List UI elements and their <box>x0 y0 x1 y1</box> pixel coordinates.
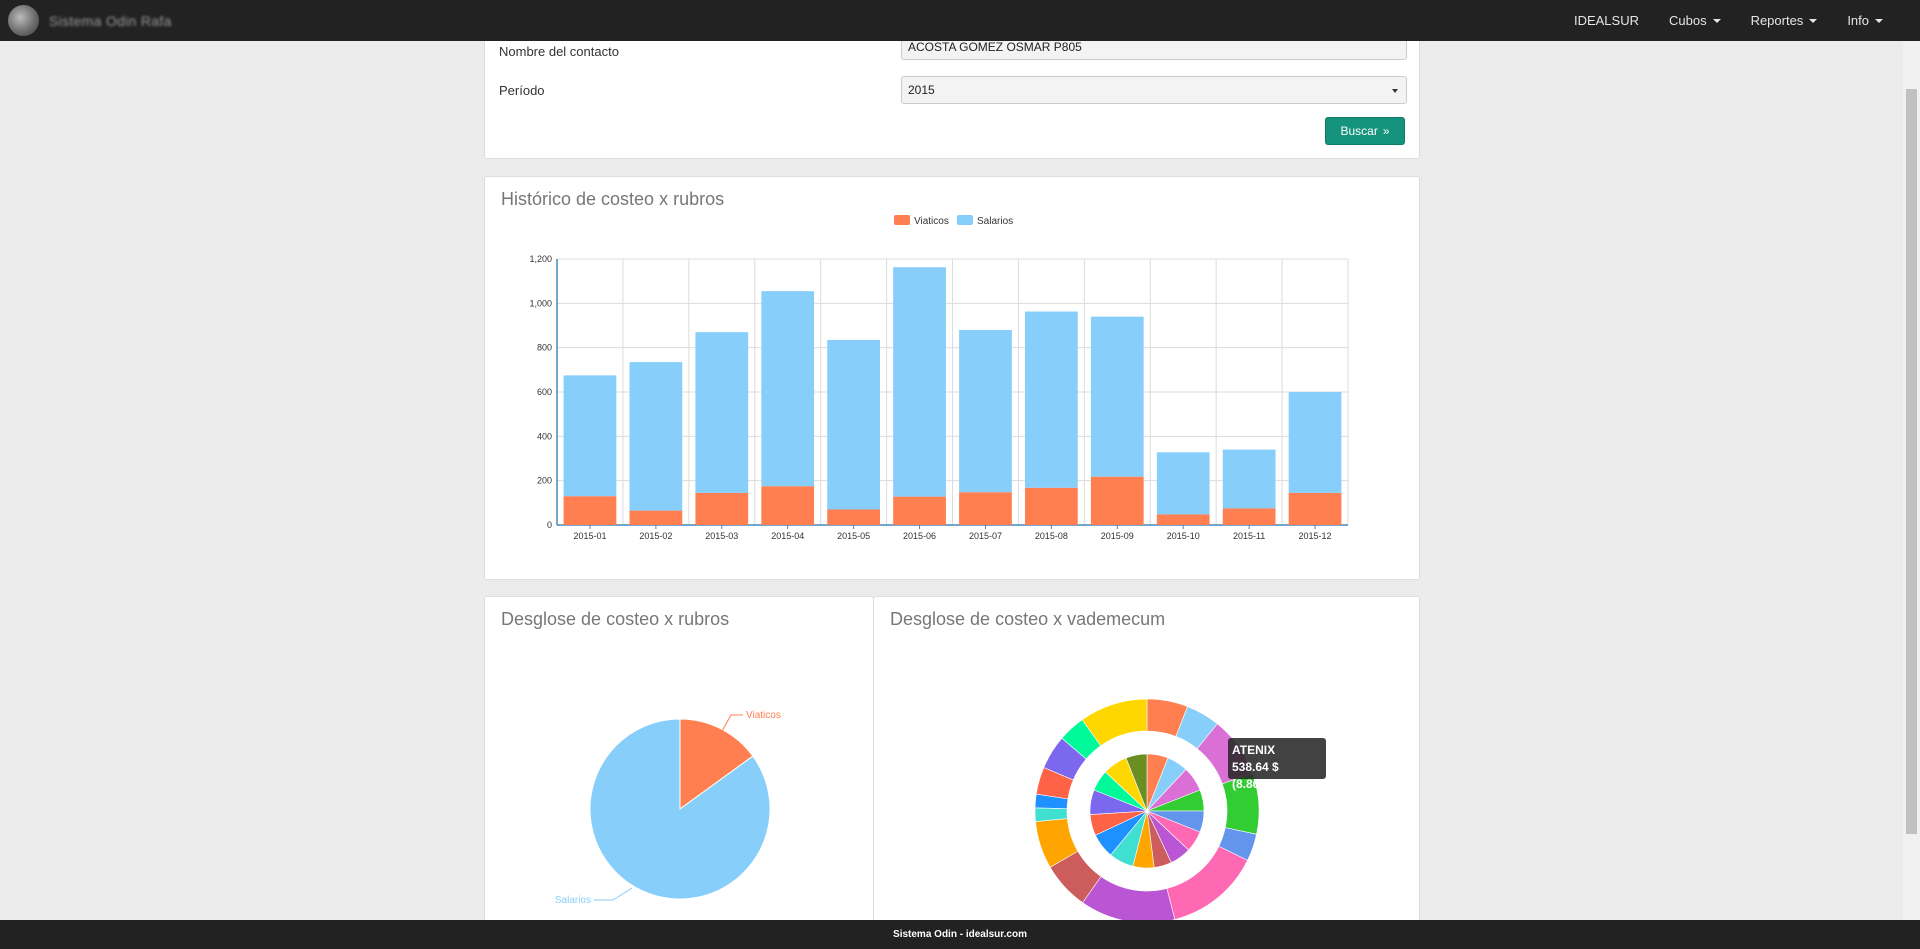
bar-viaticos <box>893 496 946 525</box>
nav-item-label: Reportes <box>1750 13 1804 28</box>
bar-viaticos <box>1288 492 1342 525</box>
rubros-pie-title: Desglose de costeo x rubros <box>501 609 730 629</box>
search-button[interactable]: Buscar » <box>1325 117 1405 145</box>
bar-viaticos <box>695 492 749 525</box>
x-tick-label: 2015-04 <box>771 531 804 541</box>
bar-salarios <box>827 339 880 510</box>
period-select[interactable]: 2015 <box>901 76 1407 104</box>
x-tick-label: 2015-01 <box>573 531 606 541</box>
label-leader-line <box>720 714 743 734</box>
page-scrollbar[interactable] <box>1903 41 1920 920</box>
bar-viaticos <box>827 509 880 525</box>
x-tick-label: 2015-08 <box>1035 531 1068 541</box>
bar-viaticos <box>761 486 815 525</box>
vademecum-pie-title: Desglose de costeo x vademecum <box>890 609 1166 629</box>
bar-viaticos <box>563 496 617 525</box>
brand[interactable]: Sistema Odin Rafa <box>0 5 172 36</box>
period-row: Período 2015 <box>499 76 1407 104</box>
y-tick-label: 800 <box>537 343 552 353</box>
nav-item-info[interactable]: Info <box>1832 13 1898 28</box>
brand-name: Sistema Odin Rafa <box>49 12 172 29</box>
bar-salarios <box>1156 452 1210 515</box>
x-tick-label: 2015-03 <box>705 531 738 541</box>
double-chevron-right-icon: » <box>1382 124 1390 138</box>
pie-slice-viaticos <box>679 718 754 810</box>
vademecum-pie-panel: Desglose de costeo x vademecum <box>873 596 1420 936</box>
y-tick-label: 400 <box>537 431 552 441</box>
nav-item-label: Info <box>1847 13 1869 28</box>
nav-item-label: IDEALSUR <box>1573 13 1639 28</box>
page-footer: Sistema Odin - idealsur.com <box>0 920 1920 949</box>
bar-salarios <box>959 329 1012 493</box>
search-button-label: Buscar <box>1340 124 1378 138</box>
donut-outer-segment <box>1081 698 1148 747</box>
bar-viaticos <box>629 510 683 525</box>
tooltip-name: ATENIX <box>1232 743 1276 757</box>
footer-text: Sistema Odin - idealsur.com <box>893 929 1027 940</box>
rubros-pie-panel: Desglose de costeo x rubros Viaticos Sala… <box>484 596 874 936</box>
pie-slice-salarios <box>589 718 771 900</box>
nav-item-idealsur[interactable]: IDEALSUR <box>1559 13 1654 28</box>
x-tick-label: 2015-02 <box>639 531 672 541</box>
bar-viaticos <box>1090 476 1144 525</box>
scrollbar-thumb[interactable] <box>1906 89 1917 834</box>
x-tick-label: 2015-06 <box>903 531 936 541</box>
bar-salarios <box>1025 311 1078 488</box>
x-tick-label: 2015-07 <box>969 531 1002 541</box>
pie-label-viaticos: Viaticos <box>746 710 781 721</box>
y-tick-label: 0 <box>547 520 552 530</box>
bar-viaticos <box>959 492 1012 525</box>
x-tick-label: 2015-11 <box>1233 531 1265 541</box>
x-tick-label: 2015-09 <box>1101 531 1134 541</box>
bar-viaticos <box>1222 508 1276 525</box>
bar-salarios <box>563 375 617 497</box>
legend-swatch <box>894 215 910 225</box>
nav-item-reportes[interactable]: Reportes <box>1736 13 1833 28</box>
bar-chart: 0 200 400 600 800 1,000 1,200 2015-01 2015-02 201… <box>529 215 1349 541</box>
bar-viaticos <box>1025 487 1078 525</box>
history-chart-panel: Histórico de costeo x rubros 0 200 400 600 8… <box>484 176 1420 580</box>
y-tick-label: 1,000 <box>529 298 552 308</box>
history-chart-title: Histórico de costeo x rubros <box>501 189 725 209</box>
bar-salarios <box>695 332 749 493</box>
bar-salarios <box>761 291 815 487</box>
bar-salarios <box>629 362 683 511</box>
chevron-down-icon <box>1392 89 1398 93</box>
label-leader-line <box>594 887 633 901</box>
contact-value: ACOSTA GOMEZ OSMAR P805 <box>908 39 1082 54</box>
rubros-pie-chart: Viaticos Salarios <box>555 710 781 906</box>
bar-viaticos <box>1156 514 1210 525</box>
x-tick-label: 2015-05 <box>837 531 870 541</box>
top-navbar: Sistema Odin Rafa IDEALSUR Cubos Reporte… <box>0 0 1920 41</box>
y-tick-label: 600 <box>537 387 552 397</box>
period-value: 2015 <box>908 83 935 97</box>
vademecum-donut-chart <box>1034 698 1260 924</box>
tooltip-value: 538.64 $ (8.86%) <box>1232 760 1279 791</box>
caret-down-icon <box>1712 18 1721 23</box>
bar-salarios <box>1288 392 1342 493</box>
nav-item-label: Cubos <box>1668 13 1707 28</box>
y-tick-label: 200 <box>537 476 552 486</box>
legend-swatch <box>957 215 973 225</box>
period-label: Período <box>499 82 545 98</box>
donut-inner-segment <box>1125 753 1148 812</box>
search-form-panel: Nombre del contacto ACOSTA GOMEZ OSMAR P… <box>484 30 1420 159</box>
brand-logo <box>8 5 39 36</box>
contact-row: Nombre del contacto ACOSTA GOMEZ OSMAR P… <box>499 34 1407 61</box>
legend-label: Salarios <box>977 216 1013 227</box>
bar-salarios <box>893 267 946 497</box>
y-tick-label: 1,200 <box>529 254 552 264</box>
caret-down-icon <box>1809 18 1818 23</box>
pie-label-salarios: Salarios <box>555 895 591 906</box>
nav-item-cubos[interactable]: Cubos <box>1654 13 1736 28</box>
bar-salarios <box>1222 449 1276 509</box>
legend-label: Viaticos <box>914 216 949 227</box>
caret-down-icon <box>1875 18 1883 23</box>
bar-salarios <box>1090 316 1144 477</box>
contact-label: Nombre del contacto <box>499 43 619 59</box>
chart-tooltip: ATENIX 538.64 $ (8.86%) <box>1228 738 1326 791</box>
x-tick-label: 2015-12 <box>1299 531 1332 541</box>
nav-menu: IDEALSUR Cubos Reportes Info <box>1559 0 1920 41</box>
x-tick-label: 2015-10 <box>1167 531 1200 541</box>
